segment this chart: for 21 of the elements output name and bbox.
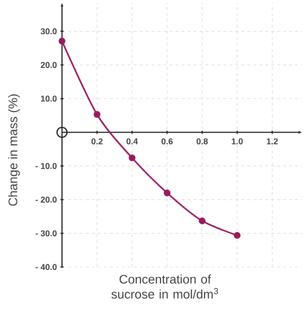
point (198, 217, 206, 224)
point (58, 38, 66, 44)
y-tick-label: - 10.0 (36, 162, 57, 169)
y-tick-label: - 20.0 (36, 196, 57, 203)
point (128, 154, 136, 162)
y-tick-label: - 40.0 (36, 264, 57, 270)
y-axis-title: Change in mass (%) (8, 94, 20, 206)
x-tick-label: 0.4 (126, 138, 138, 144)
x-tick-label: 1.2 (266, 138, 278, 144)
x-tick-label: 0.2 (91, 138, 103, 144)
point (234, 232, 241, 239)
x-tick-label: 0.8 (196, 138, 208, 144)
point (94, 111, 100, 118)
y-tick-label: 20.0 (40, 62, 57, 68)
point (164, 190, 171, 196)
x-tick-label: 0.6 (162, 138, 173, 144)
y-tick-label: - 30.0 (36, 230, 57, 236)
y-tick-label: 10.0 (41, 96, 57, 102)
y-tick-label: 30.0 (40, 28, 57, 34)
x-tick-label: 1.0 (232, 138, 243, 144)
x-axis-title: Concentration of sucrose in mol/dm$^{3}$ (111, 274, 218, 299)
